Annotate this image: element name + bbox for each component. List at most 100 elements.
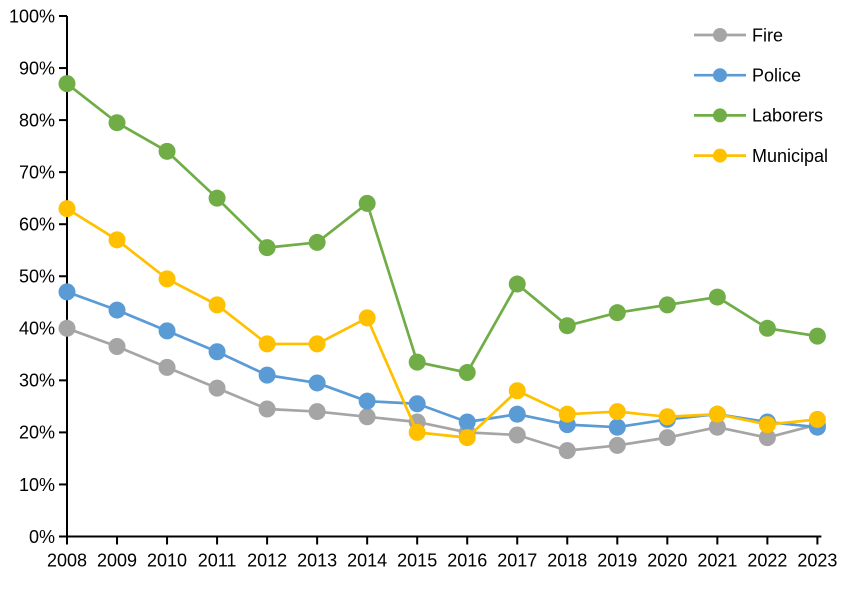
data-point-laborers — [208, 189, 226, 207]
data-point-fire — [358, 408, 376, 426]
data-point-fire — [208, 379, 226, 397]
legend-label-municipal: Municipal — [752, 146, 828, 166]
data-point-municipal — [308, 335, 326, 353]
legend-item-police: Police — [694, 66, 801, 86]
x-axis-tick-label: 2012 — [247, 551, 287, 571]
data-point-municipal — [208, 296, 226, 314]
x-axis-tick-label: 2018 — [547, 551, 587, 571]
y-axis-tick-label: 0% — [29, 527, 55, 547]
data-point-laborers — [108, 114, 126, 132]
x-axis-tick-label: 2021 — [697, 551, 737, 571]
legend-label-fire: Fire — [752, 25, 783, 45]
data-point-police — [308, 374, 326, 392]
data-point-police — [408, 395, 426, 413]
legend: Fire Police Laborers Municipal — [694, 25, 828, 166]
data-point-laborers — [358, 194, 376, 212]
x-axis-tick-label: 2016 — [447, 551, 487, 571]
x-axis-tick-label: 2022 — [747, 551, 787, 571]
data-point-fire — [708, 418, 726, 436]
y-axis-tick-label: 10% — [19, 475, 55, 495]
data-point-fire — [158, 358, 176, 376]
x-axis-tick-label: 2020 — [647, 551, 687, 571]
legend-marker-laborers — [713, 108, 727, 123]
data-point-fire — [758, 429, 776, 447]
legend-label-laborers: Laborers — [752, 106, 823, 126]
data-point-municipal — [758, 416, 776, 434]
data-point-municipal — [508, 382, 526, 400]
data-point-municipal — [658, 408, 676, 426]
data-point-laborers — [758, 319, 776, 337]
legend-label-police: Police — [752, 66, 801, 86]
data-point-police — [458, 413, 476, 431]
series-municipal — [58, 200, 826, 447]
data-point-police — [58, 283, 76, 301]
series-laborers — [58, 75, 826, 382]
y-axis-tick-label: 20% — [19, 423, 55, 443]
x-axis-tick-label: 2017 — [497, 551, 537, 571]
data-point-municipal — [458, 429, 476, 447]
data-point-police — [208, 343, 226, 361]
data-point-fire — [58, 319, 76, 337]
data-point-municipal — [58, 200, 76, 218]
data-point-municipal — [258, 335, 276, 353]
data-point-laborers — [508, 275, 526, 293]
legend-marker-police — [713, 68, 727, 83]
data-point-laborers — [458, 364, 476, 382]
data-point-municipal — [608, 403, 626, 421]
data-point-police — [258, 366, 276, 384]
data-point-municipal — [808, 410, 826, 428]
data-point-fire — [608, 436, 626, 454]
x-axis-tick-label: 2015 — [397, 551, 437, 571]
data-point-fire — [658, 429, 676, 447]
x-axis-tick-label: 2019 — [597, 551, 637, 571]
data-point-fire — [258, 400, 276, 418]
x-axis-tick-label: 2023 — [797, 551, 837, 571]
x-axis-tick-label: 2009 — [97, 551, 137, 571]
data-point-laborers — [558, 317, 576, 335]
data-point-fire — [108, 338, 126, 356]
y-axis-tick-label: 50% — [19, 267, 55, 287]
data-point-laborers — [58, 75, 76, 93]
data-point-fire — [558, 442, 576, 460]
data-point-municipal — [408, 423, 426, 441]
legend-item-laborers: Laborers — [694, 106, 823, 126]
y-axis-tick-label: 100% — [9, 6, 55, 26]
data-point-fire — [508, 426, 526, 444]
data-point-municipal — [158, 270, 176, 288]
series-line-municipal — [66, 207, 818, 439]
data-point-police — [158, 322, 176, 340]
data-point-fire — [308, 403, 326, 421]
data-point-municipal — [358, 309, 376, 327]
data-point-municipal — [108, 231, 126, 249]
data-point-laborers — [658, 296, 676, 314]
y-axis-tick-label: 40% — [19, 319, 55, 339]
data-point-laborers — [808, 327, 826, 345]
series-line-fire — [66, 327, 818, 452]
data-point-laborers — [258, 239, 276, 257]
y-axis-tick-label: 60% — [19, 215, 55, 235]
y-axis-tick-label: 30% — [19, 371, 55, 391]
data-point-laborers — [408, 353, 426, 371]
data-point-laborers — [708, 288, 726, 306]
x-axis-tick-label: 2010 — [147, 551, 187, 571]
data-point-police — [108, 301, 126, 319]
legend-item-fire: Fire — [694, 25, 783, 45]
y-axis-tick-label: 70% — [19, 162, 55, 182]
data-point-laborers — [608, 304, 626, 322]
x-axis-tick-label: 2008 — [47, 551, 87, 571]
series-line-police — [66, 290, 818, 429]
x-axis-tick-label: 2011 — [198, 551, 237, 571]
y-axis-tick-label: 80% — [19, 110, 55, 130]
legend-marker-fire — [713, 28, 727, 42]
data-point-municipal — [558, 405, 576, 423]
x-axis-tick-label: 2014 — [347, 551, 387, 571]
data-point-laborers — [308, 233, 326, 251]
series-fire — [58, 319, 826, 460]
data-point-laborers — [158, 142, 176, 160]
y-axis-tick-label: 90% — [19, 58, 55, 78]
x-axis-tick-label: 2013 — [297, 551, 337, 571]
series-line-laborers — [66, 82, 818, 374]
legend-item-municipal: Municipal — [694, 146, 828, 166]
